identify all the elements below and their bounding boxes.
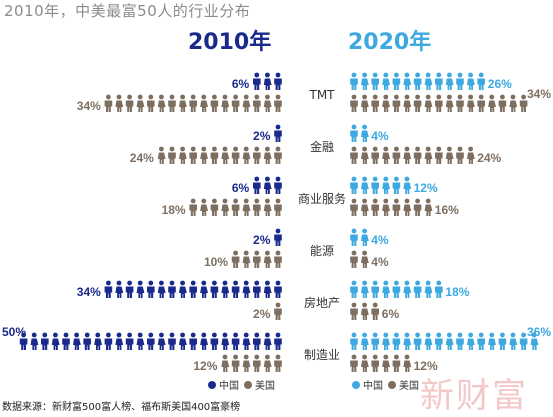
- legend-marker-china: [352, 381, 360, 389]
- row-2020-china: 36%: [350, 325, 551, 350]
- category-label: 房地产: [304, 295, 340, 310]
- category-label: 能源: [310, 244, 334, 258]
- row-2010-usa: 10%: [204, 250, 282, 269]
- legend-marker-usa: [388, 381, 396, 389]
- row-2020-china-label: 12%: [414, 181, 438, 195]
- row-2010-china-label: 2%: [253, 129, 271, 143]
- legend-2010: 中国 美国: [208, 379, 275, 392]
- row-2010-china-label: 2%: [253, 233, 271, 247]
- row-2020-usa: 12%: [350, 354, 438, 373]
- row-2010-china: 6%: [232, 176, 282, 195]
- row-2010-usa-label: 2%: [253, 307, 271, 321]
- row-2020-usa: 34%: [350, 87, 551, 112]
- row-2010-china: 2%: [253, 228, 282, 247]
- row-2010-china: 34%: [77, 280, 282, 299]
- row-2010-usa-label: 10%: [204, 255, 228, 269]
- row-2010-china-label: 34%: [77, 285, 101, 299]
- row-2020-china: 18%: [350, 280, 470, 299]
- row-2010-usa: 12%: [193, 354, 282, 373]
- row-2010-usa: 24%: [130, 146, 282, 165]
- row-2010-usa-label: 12%: [193, 359, 217, 373]
- chart-title: 2010年，中美最富50人的行业分布: [4, 2, 251, 20]
- row-2020-china-label: 18%: [445, 285, 469, 299]
- row-2020-china: 12%: [350, 176, 438, 195]
- row-2020-usa: 24%: [350, 146, 502, 165]
- legend-label-usa: 美国: [255, 379, 275, 392]
- row-2020-usa: 4%: [350, 250, 389, 269]
- category-label: 制造业: [304, 348, 340, 362]
- legend-marker-china: [208, 381, 216, 389]
- row-2010-usa: 34%: [77, 94, 282, 113]
- legend-label-china: 中国: [219, 379, 239, 392]
- category-label: 商业服务: [298, 191, 346, 206]
- row-2010-usa: 18%: [162, 198, 282, 217]
- watermark: 新财富: [420, 376, 528, 416]
- row-2010-usa-label: 34%: [77, 99, 101, 113]
- row-2020-china: 4%: [350, 124, 389, 143]
- row-2010-china-label: 6%: [232, 181, 250, 195]
- row-2020-usa: 6%: [350, 302, 400, 321]
- row-2010-china: 6%: [232, 72, 282, 91]
- row-2020-usa-label: 4%: [371, 255, 389, 269]
- panel-year-2020: 2020年: [348, 30, 432, 55]
- row-2020-usa-label: 6%: [382, 307, 400, 321]
- panel-year-2010: 2010年: [188, 30, 272, 55]
- row-2020-china-label: 26%: [488, 77, 512, 91]
- row-2020-usa-label: 12%: [414, 359, 438, 373]
- row-2020-usa: 16%: [350, 198, 459, 217]
- legend-label-usa: 美国: [399, 379, 419, 392]
- legend-2020: 中国 美国: [352, 379, 419, 392]
- row-2010-china-label: 6%: [232, 77, 250, 91]
- row-2010-china: 2%: [253, 124, 282, 143]
- row-2020-usa-label: 24%: [477, 151, 501, 165]
- legend-label-china: 中国: [363, 379, 383, 392]
- row-2010-usa: 2%: [253, 302, 282, 321]
- category-label: 金融: [310, 139, 334, 154]
- row-2020-china-label: 4%: [371, 129, 389, 143]
- row-2020-usa-label: 34%: [527, 87, 551, 101]
- row-2020-usa-label: 16%: [435, 203, 459, 217]
- row-2020-china-label: 4%: [371, 233, 389, 247]
- row-2010-usa-label: 24%: [130, 151, 154, 165]
- row-2010-china-label: 50%: [2, 325, 26, 339]
- source-note: 数据来源：新财富500富人榜、福布斯美国400富豪榜: [2, 402, 241, 413]
- row-2020-china: 26%: [350, 72, 512, 91]
- row-2010-usa-label: 18%: [162, 203, 186, 217]
- legend-marker-usa: [244, 381, 252, 389]
- row-2020-china: 4%: [350, 228, 389, 247]
- row-2010-china: 50%: [2, 325, 282, 350]
- row-2020-china-label: 36%: [527, 325, 551, 339]
- category-label: TMT: [308, 88, 335, 102]
